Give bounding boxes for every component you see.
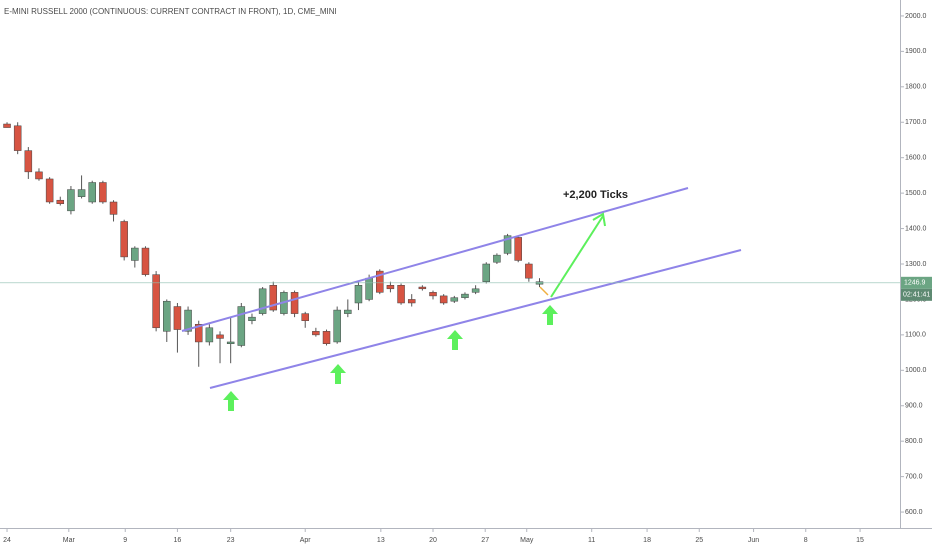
candle-body — [141, 247, 150, 275]
y-tick-label: 700.0 — [905, 473, 923, 480]
last-price-box — [901, 276, 932, 289]
candle-body — [109, 201, 118, 215]
candle-body — [344, 309, 352, 314]
candle-body — [514, 237, 522, 261]
candle-body — [397, 285, 405, 304]
y-tick-label: 1400.0 — [905, 225, 927, 232]
x-tick-label: 9 — [123, 537, 127, 544]
up-arrow — [223, 391, 239, 411]
channel-lower — [209, 249, 742, 389]
y-tick-label: 1100.0 — [905, 332, 926, 339]
y-tick-label: 800.0 — [905, 438, 923, 445]
candle-body — [290, 292, 299, 314]
x-tick-label: 18 — [643, 537, 651, 544]
channel-upper — [181, 187, 689, 332]
candle-body — [35, 171, 43, 180]
candle-body — [503, 235, 512, 254]
candle-body — [120, 221, 128, 258]
candle-body — [99, 182, 107, 203]
x-tick-label: 8 — [804, 537, 808, 544]
connector — [539, 286, 549, 296]
candle-body — [354, 285, 363, 304]
candle-body — [45, 178, 54, 203]
x-tick-label: 11 — [588, 537, 595, 544]
countdown-box — [901, 288, 932, 301]
candle-body — [88, 182, 96, 203]
candle-body — [24, 150, 33, 173]
x-tick-label: 16 — [174, 537, 182, 544]
candle-body — [152, 274, 160, 329]
projection-arrow — [550, 215, 604, 298]
candle-body — [493, 254, 501, 263]
candle-body — [216, 334, 224, 339]
candle-body — [482, 263, 491, 282]
y-tick-label: 1600.0 — [905, 155, 927, 162]
candle-body — [386, 285, 395, 290]
candle-body — [258, 288, 267, 314]
candle-body — [237, 306, 246, 346]
x-tick-label: 23 — [227, 537, 235, 544]
candle-body — [450, 297, 459, 302]
candle-body — [184, 309, 192, 332]
up-arrow — [542, 305, 558, 325]
y-tick-label: 1500.0 — [905, 190, 927, 197]
candle-body — [269, 285, 278, 311]
candle-body — [439, 295, 448, 304]
candle-body — [194, 323, 203, 343]
up-arrows — [223, 305, 558, 411]
candle-body — [67, 189, 75, 212]
x-tick-label: 15 — [856, 537, 864, 544]
candle-body — [173, 306, 182, 330]
y-tick-label: 2000.0 — [905, 13, 927, 20]
y-tick-label: 1700.0 — [905, 119, 927, 126]
y-tick-label: 1300.0 — [905, 261, 927, 268]
candle-body — [525, 263, 533, 279]
candle-body — [471, 288, 480, 293]
last-price-label: 1246.9 — [904, 280, 926, 287]
candle-body — [461, 293, 469, 298]
candle-body — [131, 247, 139, 261]
candle-body — [56, 199, 65, 205]
candle-body — [429, 292, 437, 297]
candle-body — [312, 331, 320, 336]
candle-body — [407, 299, 416, 304]
x-tick-label: 25 — [695, 537, 703, 544]
x-tick-label: 24 — [3, 537, 11, 544]
y-tick-label: 1000.0 — [905, 367, 927, 374]
annotation: +2,200 Ticks — [563, 189, 628, 201]
candle-body — [418, 286, 427, 290]
drawings: +2,200 Ticks — [181, 187, 742, 411]
candle-body — [13, 125, 22, 151]
candle-body — [205, 327, 214, 343]
candle-body — [376, 270, 384, 293]
candle-body — [365, 277, 373, 300]
chart-title: E-MINI RUSSELL 2000 (CONTINUOUS: CURRENT… — [4, 7, 337, 16]
candle-body — [248, 316, 256, 321]
x-tick-label: Apr — [300, 537, 312, 544]
x-tick-label: 20 — [429, 537, 437, 544]
x-tick-label: 27 — [481, 537, 489, 544]
candle-body — [301, 313, 309, 321]
candle-body — [322, 331, 331, 344]
candle-body — [333, 309, 341, 343]
up-arrow — [330, 364, 346, 384]
x-tick-label: 13 — [377, 537, 385, 544]
candle-body — [163, 300, 171, 332]
candle-body — [77, 189, 86, 197]
x-tick-label: May — [520, 537, 534, 544]
candle-body — [3, 123, 11, 128]
x-tick-label: Jun — [748, 537, 759, 544]
y-tick-label: 600.0 — [905, 509, 923, 516]
up-arrow — [447, 330, 463, 350]
candle-body — [226, 341, 235, 344]
projection-arrow-head — [592, 212, 606, 227]
countdown-label: 02:41:41 — [903, 292, 930, 299]
x-tick-label: Mar — [63, 537, 76, 544]
y-tick-label: 1900.0 — [905, 48, 927, 55]
y-tick-label: 1800.0 — [905, 84, 927, 91]
y-tick-label: 900.0 — [905, 403, 923, 410]
